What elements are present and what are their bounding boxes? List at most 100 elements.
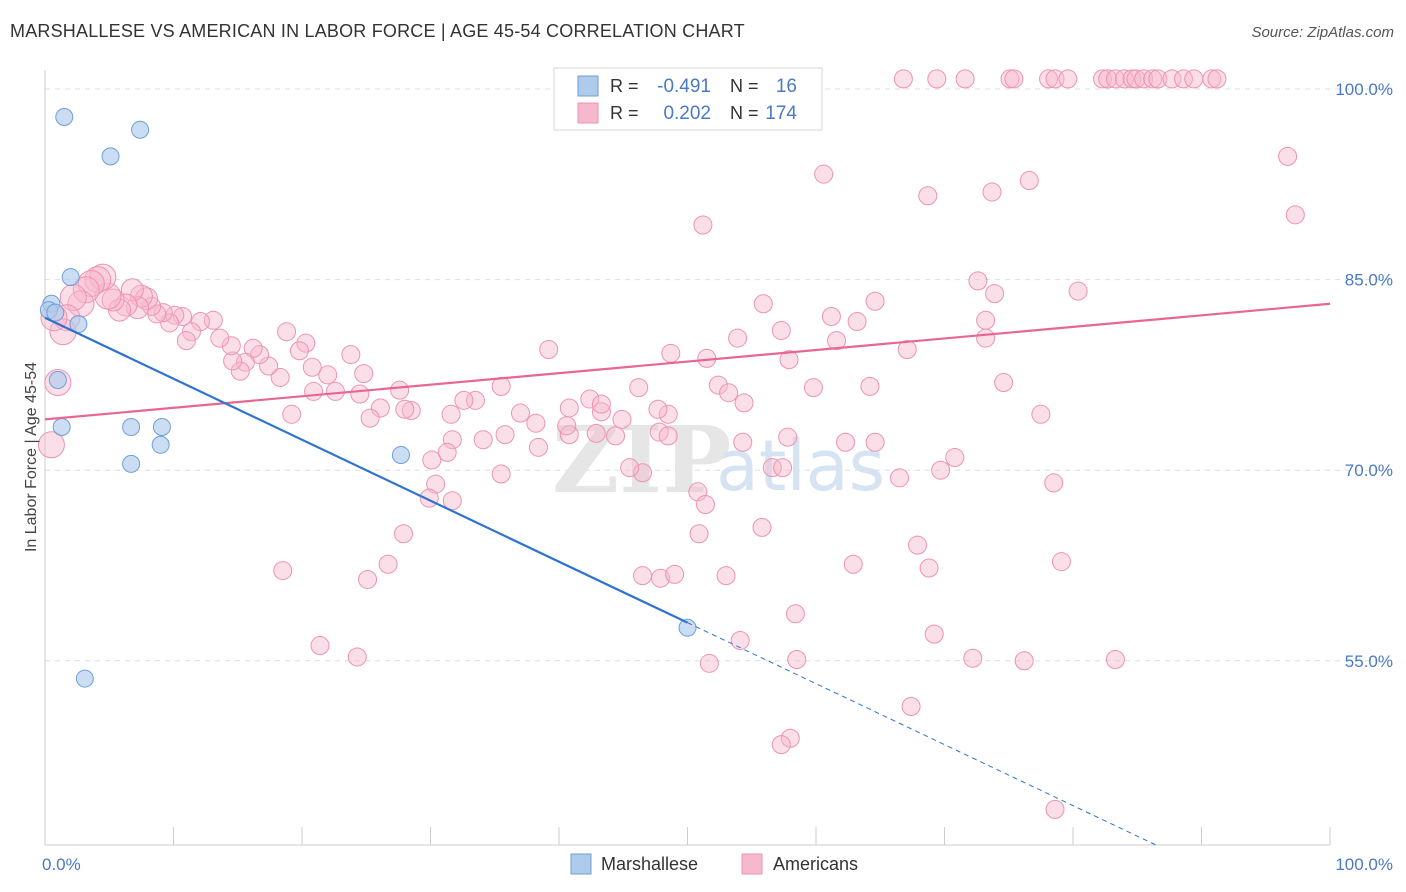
americans-point: [304, 381, 324, 401]
americans-point: [101, 288, 125, 312]
americans-point: [1031, 404, 1051, 424]
americans-point: [1004, 69, 1024, 89]
americans-point: [716, 566, 736, 586]
americans-point: [526, 413, 546, 433]
americans-point: [378, 554, 398, 574]
americans-point: [1105, 650, 1125, 670]
americans-point: [1143, 69, 1163, 89]
americans-point: [395, 399, 415, 419]
series-legend: Marshallese Americans: [570, 853, 858, 875]
y-tick-label: 55.0%: [1345, 652, 1393, 671]
americans-point: [325, 381, 345, 401]
americans-point: [752, 517, 772, 537]
americans-point: [753, 294, 773, 314]
americans-point: [120, 278, 144, 302]
americans-point: [1174, 69, 1194, 89]
americans-point: [606, 426, 626, 446]
americans-point: [1126, 69, 1146, 89]
americans-point: [1114, 69, 1134, 89]
americans-point: [394, 524, 414, 544]
marshallese-trend-line: [44, 316, 688, 624]
americans-point: [651, 568, 671, 588]
americans-point: [658, 426, 678, 446]
americans-point: [441, 404, 461, 424]
americans-point: [454, 390, 474, 410]
legend-box: [553, 67, 823, 131]
americans-point: [559, 398, 579, 418]
x-tick-label: 100.0%: [1335, 855, 1393, 874]
americans-point: [310, 636, 330, 656]
americans-point: [1068, 281, 1088, 301]
americans-point: [126, 296, 150, 320]
americans-point: [72, 276, 100, 304]
americans-point: [648, 399, 668, 419]
americans-point: [785, 604, 805, 624]
americans-point: [762, 458, 782, 478]
americans-point: [302, 357, 322, 377]
americans-point: [37, 431, 65, 459]
y-axis-label: In Labor Force | Age 45-54: [23, 362, 40, 552]
americans-point: [473, 430, 493, 450]
marshallese-point: [151, 435, 170, 454]
marshallese-point: [122, 418, 141, 437]
marshallese-trend-extension: [687, 622, 1157, 846]
americans-point: [580, 389, 600, 409]
americans-point: [289, 341, 309, 361]
marshallese-point: [55, 108, 74, 127]
legend-swatch-marshallese: [570, 853, 592, 875]
correlation-legend: R = -0.491 N = 16 R = 0.202 N = 174: [553, 67, 823, 131]
americans-point: [708, 375, 728, 395]
americans-point: [270, 367, 290, 387]
americans-point: [633, 566, 653, 586]
marshallese-point: [61, 268, 80, 287]
americans-point: [901, 697, 921, 717]
americans-point: [318, 365, 338, 385]
americans-point: [1019, 171, 1039, 191]
americans-point: [658, 404, 678, 424]
y-tick-label: 70.0%: [1345, 461, 1393, 480]
americans-point: [665, 564, 685, 584]
americans-point: [442, 430, 462, 450]
americans-point: [982, 182, 1002, 202]
marshallese-point: [46, 303, 65, 322]
marshallese-points: [39, 108, 697, 688]
americans-point: [1044, 473, 1064, 493]
americans-point: [945, 448, 965, 467]
americans-point: [719, 383, 739, 403]
legend-r-label: R =: [610, 76, 639, 96]
americans-point: [821, 306, 841, 326]
americans-point: [465, 390, 485, 410]
americans-point: [773, 458, 793, 478]
americans-point: [865, 432, 885, 452]
marshallese-point: [75, 669, 94, 688]
legend-r-value: -0.491: [657, 76, 711, 97]
americans-point: [230, 361, 250, 381]
americans-point: [976, 328, 996, 348]
americans-point: [1148, 69, 1168, 89]
americans-point: [401, 400, 421, 420]
americans-point: [1162, 69, 1182, 89]
americans-point: [360, 408, 380, 428]
legend-swatch: [577, 102, 599, 124]
americans-point: [733, 432, 753, 452]
marshallese-point: [48, 371, 67, 389]
americans-point: [893, 69, 913, 89]
x-tick-label: 0.0%: [42, 855, 81, 874]
legend-n-label: N =: [730, 103, 759, 123]
americans-point: [491, 376, 511, 396]
legend-swatch: [577, 75, 599, 97]
americans-point: [1058, 69, 1078, 89]
americans-point: [426, 474, 446, 494]
americans-point: [390, 380, 410, 400]
watermark-atlas: atlas: [716, 425, 885, 507]
americans-point: [296, 333, 316, 353]
americans-point: [955, 69, 975, 89]
americans-point: [539, 340, 559, 360]
americans-point: [976, 310, 996, 330]
axes: [44, 70, 1331, 846]
americans-point: [843, 554, 863, 574]
americans-point: [994, 373, 1014, 393]
americans-point: [282, 404, 302, 424]
marshallese-point: [101, 147, 120, 166]
